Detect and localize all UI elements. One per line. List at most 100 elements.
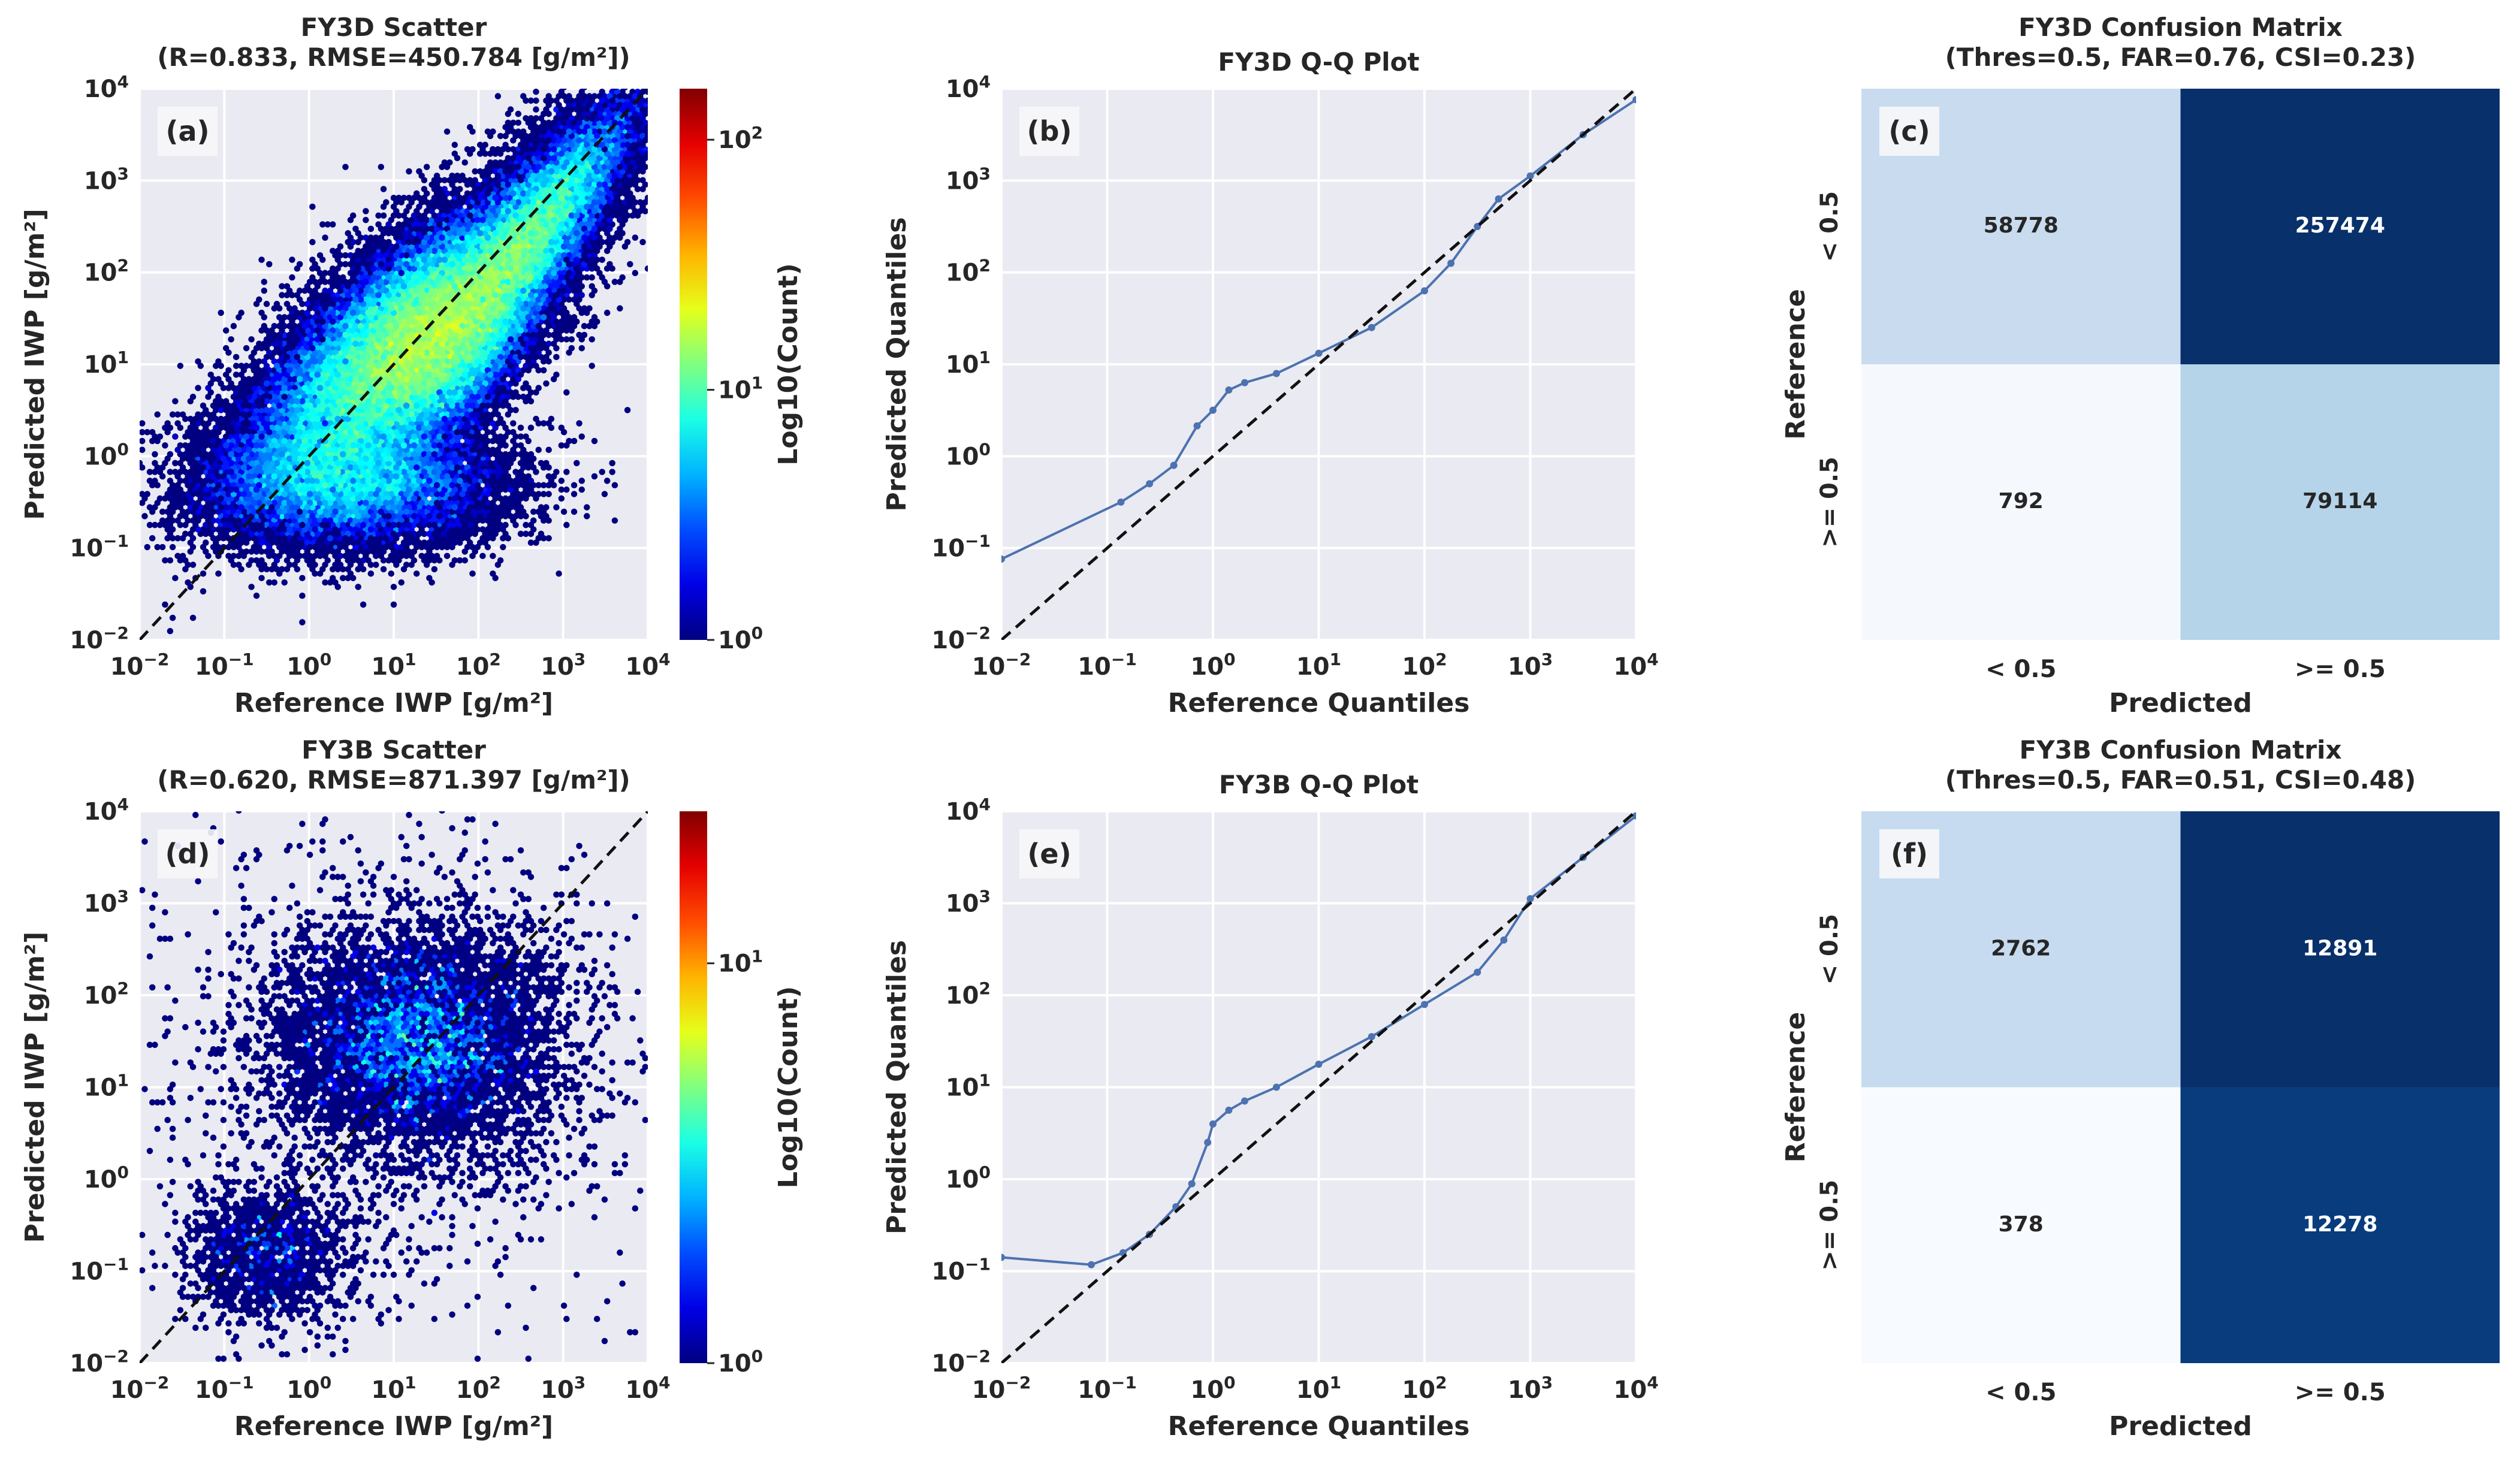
hexbin-cell — [334, 460, 341, 467]
hexbin-cell — [367, 570, 375, 577]
hexbin-cell — [439, 464, 445, 471]
hexbin-cell — [367, 225, 375, 232]
hexbin-cell — [644, 132, 648, 140]
hexbin-cell — [271, 473, 277, 480]
hexbin-cell — [446, 230, 453, 237]
hexbin-cell — [533, 469, 539, 475]
hexbin-cell — [461, 371, 468, 378]
hexbin-cell — [500, 190, 506, 197]
hexbin-cell — [299, 619, 306, 626]
hexbin-cell — [296, 367, 303, 374]
hexbin-cell — [411, 433, 418, 440]
hexbin-cell — [355, 415, 361, 422]
hexbin-cell — [609, 460, 615, 467]
hexbin-cell — [510, 164, 517, 170]
hexbin-cell — [258, 433, 265, 440]
hexbin-cell — [281, 385, 288, 391]
hexbin-cell — [413, 464, 420, 471]
hexbin-cell — [400, 442, 408, 449]
hexbin-cell — [375, 407, 382, 413]
hexbin-cell — [421, 433, 428, 440]
hexbin-cell — [574, 212, 580, 219]
hexbin-cell — [342, 331, 349, 339]
hexbin-cell — [360, 530, 367, 537]
hexbin-cell — [431, 371, 438, 378]
hexbin-cell — [398, 358, 405, 365]
hexbin-cell — [621, 243, 629, 250]
hexbin-cell — [421, 274, 428, 281]
hexbin-cell — [456, 327, 463, 334]
hexbin-cell — [380, 433, 387, 440]
hexbin-cell — [314, 433, 321, 440]
hexbin-cell — [617, 305, 623, 312]
hexbin-cell — [281, 579, 288, 586]
hexbin-cell — [527, 301, 535, 307]
hexbin-cell — [360, 345, 367, 352]
hexbin-cell — [360, 539, 367, 546]
hexbin-cell — [644, 97, 648, 104]
hexbin-cell — [408, 331, 415, 339]
hexbin-cell — [373, 561, 379, 568]
hexbin-cell — [527, 203, 535, 210]
hexbin-cell — [431, 451, 438, 458]
hexbin-cell — [306, 491, 313, 497]
hexbin-cell — [527, 274, 535, 281]
hexbin-cell — [451, 345, 458, 352]
hexbin-cell — [396, 371, 402, 378]
hexbin-cell — [507, 309, 514, 316]
hexbin-cell — [312, 455, 318, 462]
hexbin-cell — [263, 424, 270, 431]
hexbin-cell — [538, 283, 545, 290]
hexbin-cell — [408, 199, 415, 206]
hexbin-cell — [558, 274, 565, 281]
hexbin-cell — [433, 314, 440, 321]
hexbin-cell — [446, 398, 453, 404]
hexbin-cell — [322, 500, 328, 506]
hexbin-cell — [141, 513, 148, 519]
hexbin-cell — [314, 415, 321, 422]
hexbin-cell — [472, 256, 478, 263]
hexbin-cell — [329, 318, 336, 325]
hexbin-cell — [441, 424, 448, 431]
hexbin-cell — [439, 349, 445, 356]
hexbin-cell — [248, 336, 255, 343]
hexbin-cell — [487, 354, 494, 361]
x-tick-label: 101 — [371, 650, 416, 681]
hexbin-cell — [400, 309, 408, 316]
hexbin-cell — [360, 521, 367, 528]
hexbin-cell — [421, 292, 428, 298]
hexbin-cell — [464, 314, 471, 321]
hexbin-cell — [316, 508, 324, 515]
hexbin-cell — [527, 230, 535, 237]
hexbin-cell — [393, 243, 400, 250]
hexbin-cell — [309, 238, 316, 246]
hexbin-cell — [588, 363, 595, 369]
hexbin-cell — [403, 261, 410, 268]
hexbin-cell — [192, 504, 199, 511]
hexbin-cell — [398, 385, 405, 391]
hexbin-cell — [624, 132, 631, 140]
hexbin-cell — [563, 256, 570, 263]
hexbin-cell — [403, 358, 410, 365]
hexbin-cell — [540, 261, 547, 268]
hexbin-cell — [398, 296, 405, 303]
hexbin-cell — [367, 535, 375, 542]
hexbin-cell — [329, 486, 336, 493]
hexbin-cell — [367, 358, 375, 365]
hexbin-cell — [413, 225, 420, 232]
hexbin-cell — [243, 433, 250, 440]
hexbin-cell — [162, 557, 168, 564]
hexbin-cell — [545, 261, 552, 268]
hexbin-cell — [540, 181, 547, 188]
hexbin-cell — [433, 482, 440, 489]
hexbin-cell — [316, 385, 324, 391]
hexbin-cell — [238, 504, 245, 511]
hexbin-cell — [365, 309, 372, 316]
hexbin-cell — [423, 358, 430, 365]
hexbin-cell — [574, 256, 580, 263]
hexbin-cell — [396, 415, 402, 422]
hexbin-cell — [283, 354, 291, 361]
hexbin-cell — [543, 274, 550, 281]
hexbin-cell — [469, 367, 476, 374]
hexbin-cell — [500, 543, 506, 551]
